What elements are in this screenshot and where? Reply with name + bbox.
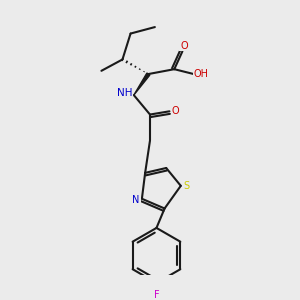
Polygon shape [134,73,150,95]
Text: O: O [180,40,188,50]
Text: O: O [172,106,179,116]
Text: S: S [184,181,190,191]
Text: NH: NH [117,88,133,98]
Text: F: F [154,290,159,300]
Text: N: N [132,195,140,206]
Text: OH: OH [194,69,208,79]
